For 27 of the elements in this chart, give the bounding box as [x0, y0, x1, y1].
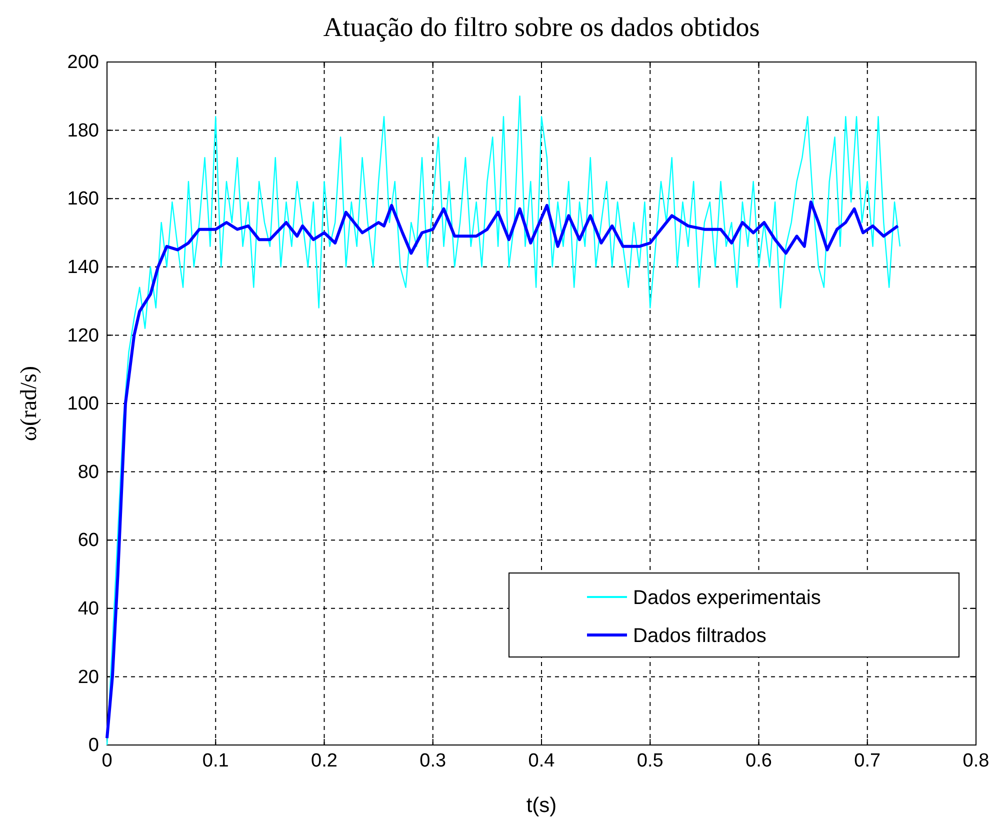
line-series: [106, 200, 900, 740]
x-tick-label: 0.7: [854, 750, 881, 772]
x-tick-label: 0.2: [311, 750, 338, 772]
x-tick-label: 0.3: [420, 750, 446, 772]
legend-label: Dados filtrados: [633, 625, 766, 647]
x-tick-label: 0.5: [636, 750, 664, 772]
y-axis-title: ω(rad/s): [16, 366, 41, 442]
y-tick-label: 140: [67, 256, 99, 278]
y-tick-label: 180: [67, 120, 99, 142]
y-tick-label: 200: [67, 52, 99, 74]
x-axis-title: t(s): [526, 794, 557, 817]
x-tick-label: 0.6: [746, 750, 772, 772]
chart-title: Atuação do filtro sobre os dados obtidos: [323, 12, 760, 42]
legend-label: Dados experimentais: [633, 587, 821, 609]
y-tick-label: 0: [88, 735, 99, 756]
line-series: [106, 96, 901, 746]
y-tick-label: 120: [67, 325, 99, 346]
y-tick-label: 60: [78, 530, 99, 552]
y-tick-label: 80: [78, 462, 99, 483]
x-tick-label: 0.4: [528, 750, 556, 772]
x-tick-label: 0.8: [962, 750, 990, 772]
y-tick-label: 160: [67, 188, 99, 210]
y-tick-label: 40: [78, 598, 99, 620]
y-tick-label: 100: [67, 394, 99, 415]
y-tick-label: 20: [78, 666, 99, 688]
x-tick-label: 0.1: [202, 750, 229, 772]
x-tick-label: 0: [102, 750, 112, 772]
